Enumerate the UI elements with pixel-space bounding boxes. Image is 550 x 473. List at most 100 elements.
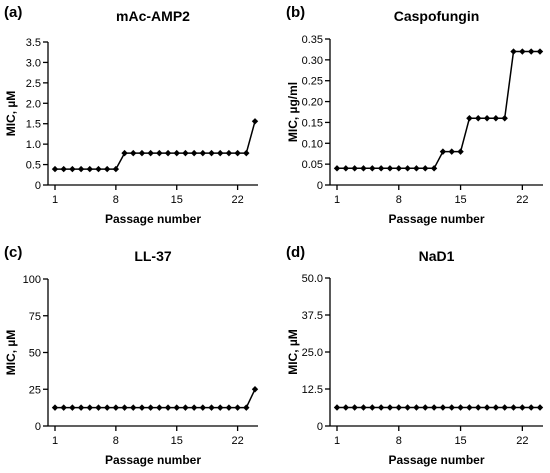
data-point	[51, 165, 59, 173]
x-tick-label: 22	[231, 435, 243, 447]
x-tick-label: 22	[516, 194, 528, 206]
y-tick-label: 0	[35, 421, 41, 433]
data-point	[351, 165, 358, 172]
y-tick-label: 75	[29, 311, 41, 323]
chart-panel-a: (a) mAc-AMP2 0 0.5 1.0 1.5 2.0 2.5 3.0 3.5 1 8 15 22 P…	[4, 4, 259, 226]
data-point	[103, 165, 111, 173]
data-point	[69, 165, 76, 173]
data-point	[147, 404, 154, 411]
data-point	[404, 165, 411, 172]
data-point	[342, 404, 350, 411]
y-tick-label: 0.25	[302, 76, 323, 88]
data-point	[519, 48, 526, 55]
data-point	[510, 48, 517, 55]
y-tick-label: 0.30	[302, 55, 323, 67]
x-axis-label: Passage number	[105, 212, 201, 226]
chart-panel-d: (d) NaD1 0 12.5 25.0 37.5 50.0 1 8 15 22 Passage nu…	[286, 244, 544, 467]
panel-letter: (d)	[286, 244, 305, 261]
x-tick-label: 15	[171, 194, 183, 206]
y-tick-label: 12.5	[302, 384, 323, 396]
y-tick-label: 0.05	[302, 159, 323, 171]
data-point	[369, 404, 376, 411]
data-point	[395, 404, 402, 411]
data-point	[377, 404, 385, 411]
data-point	[121, 404, 128, 411]
data-point	[112, 165, 120, 173]
data-point	[156, 149, 163, 157]
panel-letter: (a)	[4, 4, 22, 21]
y-tick-label: 0.5	[26, 160, 41, 172]
data-point	[130, 149, 137, 157]
x-axis-label: Passage number	[105, 453, 201, 467]
x-tick-label: 1	[52, 194, 58, 206]
data-point	[386, 165, 394, 172]
data-point	[251, 118, 259, 125]
data-point	[60, 165, 67, 173]
data-point	[430, 404, 438, 411]
data-point	[234, 149, 241, 157]
data-point	[501, 404, 508, 411]
x-tick-label: 8	[396, 435, 402, 447]
x-tick-label: 15	[171, 435, 183, 447]
x-tick-label: 22	[516, 435, 528, 447]
x-tick-label: 22	[231, 194, 243, 206]
data-point	[251, 386, 259, 393]
series-line	[337, 50, 540, 170]
data-point	[103, 404, 111, 411]
data-point	[243, 149, 250, 157]
data-point	[475, 115, 482, 122]
data-point	[404, 404, 411, 411]
data-point	[190, 404, 198, 411]
x-tick-label: 8	[396, 194, 402, 206]
x-tick-label: 15	[454, 435, 466, 447]
chart-panel-c: (c) LL-37 0 25 50 75 100 1 8 15 22 Passage number MI…	[4, 244, 259, 467]
data-point	[527, 404, 535, 411]
y-tick-label: 50	[29, 348, 41, 360]
x-tick-label: 1	[334, 435, 340, 447]
data-point	[351, 404, 358, 411]
chart-title: mAc-AMP2	[116, 8, 190, 24]
data-point	[190, 149, 198, 157]
data-point	[448, 148, 455, 155]
data-point	[173, 149, 180, 157]
series-line	[55, 121, 256, 170]
x-tick-label: 15	[454, 194, 466, 206]
y-tick-label: 2.0	[26, 98, 41, 110]
data-point	[510, 404, 517, 411]
data-point	[386, 404, 394, 411]
data-point	[333, 165, 341, 172]
data-point	[156, 404, 163, 411]
data-point	[243, 404, 250, 411]
x-axis-label: Passage number	[388, 212, 484, 226]
chart-title: LL-37	[134, 248, 172, 264]
y-tick-label: 0.15	[302, 117, 323, 129]
chart-title: Caspofungin	[394, 8, 480, 24]
y-tick-label: 3.5	[26, 37, 41, 49]
data-point	[413, 165, 420, 172]
data-point	[457, 404, 464, 411]
y-axis-label: MIC, µM	[4, 91, 18, 137]
data-point	[483, 115, 491, 122]
y-tick-label: 37.5	[302, 310, 323, 322]
data-point	[457, 148, 464, 155]
data-point	[95, 165, 102, 173]
data-point	[466, 115, 473, 122]
data-point	[422, 404, 429, 411]
y-axis-label: MIC, µM	[4, 330, 18, 376]
y-tick-label: 25.0	[302, 347, 323, 359]
y-tick-label: 0.10	[302, 138, 323, 150]
data-point	[77, 404, 85, 411]
y-tick-label: 0	[317, 180, 323, 192]
data-point	[86, 404, 93, 411]
data-point	[182, 404, 189, 411]
data-point	[475, 404, 482, 411]
y-axis-label: MIC, µg/ml	[286, 82, 300, 142]
y-axis-label: MIC, µM	[286, 329, 300, 375]
data-point	[536, 48, 544, 55]
data-point	[121, 149, 128, 157]
data-point	[448, 404, 455, 411]
data-point	[164, 149, 172, 157]
chart-title: NaD1	[419, 248, 455, 264]
data-point	[199, 149, 207, 157]
